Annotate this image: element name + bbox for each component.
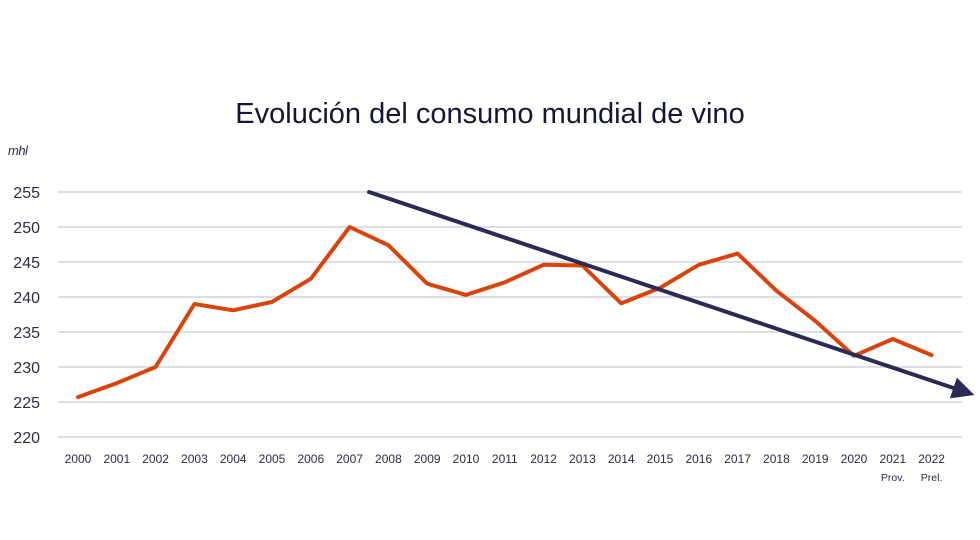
- series-line: [76, 225, 934, 400]
- x-tick-label: 2003: [181, 452, 208, 466]
- x-tick-label: 2021: [879, 452, 906, 466]
- x-tick-label: 2010: [453, 452, 480, 466]
- trend-line: [367, 190, 956, 391]
- x-tick-label: 2008: [375, 452, 402, 466]
- y-axis-ticks: 220 225 230 235 240 245 250 255: [13, 185, 40, 447]
- x-tick-label: 2022: [918, 452, 945, 466]
- x-tick-label: 2006: [297, 452, 324, 466]
- x-tick-label: 2017: [724, 452, 751, 466]
- x-tick-label: 2009: [414, 452, 441, 466]
- y-tick-label: 220: [13, 430, 40, 447]
- y-tick-label: 230: [13, 360, 40, 377]
- y-tick-label: 240: [13, 290, 40, 307]
- y-tick-label: 255: [13, 185, 40, 202]
- x-tick-label: 2018: [763, 452, 790, 466]
- gridlines: [58, 191, 962, 438]
- x-tick-label: 2019: [802, 452, 829, 466]
- y-tick-label: 250: [13, 220, 40, 237]
- x-tick-label: 2015: [647, 452, 674, 466]
- x-tick-label: 2016: [685, 452, 712, 466]
- y-tick-label: 225: [13, 395, 40, 412]
- chart-title: Evolución del consumo mundial de vino: [235, 98, 745, 130]
- x-tick-label: 2001: [103, 452, 130, 466]
- trend-arrowhead-icon: [949, 377, 975, 399]
- annotation-layer: [367, 190, 975, 399]
- x-tick-label: 2005: [259, 452, 286, 466]
- y-tick-label: 235: [13, 325, 40, 342]
- x-tick-label: 2013: [569, 452, 596, 466]
- x-tick-label: 2000: [65, 452, 92, 466]
- x-axis-ticks: 2000 2001 2002 2003 2004 2005 2006 2007 2008 2009…: [65, 452, 946, 484]
- x-tick-label: 2012: [530, 452, 557, 466]
- y-tick-label: 245: [13, 255, 40, 272]
- x-tick-label: 2011: [492, 452, 518, 466]
- x-tick-label: 2004: [220, 452, 247, 466]
- x-tick-sublabel: Prel.: [921, 472, 943, 484]
- x-tick-label: 2007: [336, 452, 363, 466]
- y-axis-unit-label: mhl: [8, 143, 28, 158]
- x-tick-label: 2020: [841, 452, 868, 466]
- x-tick-label: 2002: [142, 452, 169, 466]
- x-tick-sublabel: Prov.: [881, 472, 905, 484]
- series-layer: [76, 225, 934, 400]
- x-tick-label: 2014: [608, 452, 635, 466]
